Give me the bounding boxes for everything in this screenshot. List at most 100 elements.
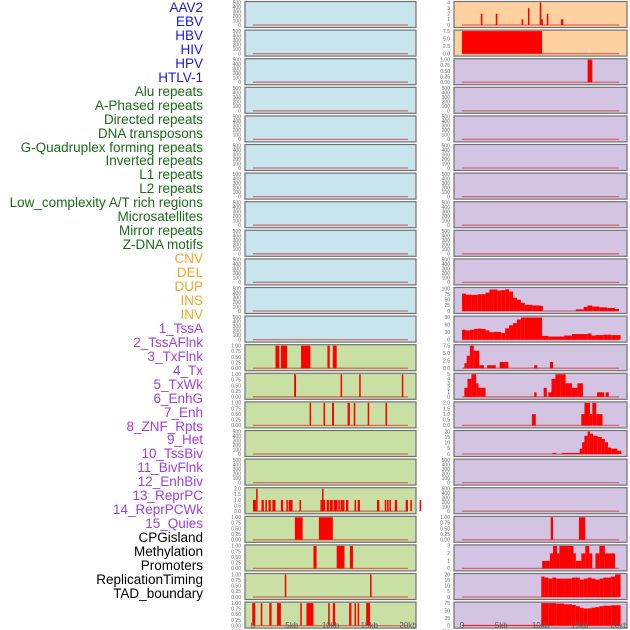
- panel-background: [244, 29, 417, 57]
- panel-background: [453, 143, 628, 172]
- y-tick-label: 500: [233, 229, 242, 235]
- data-bar: [301, 345, 311, 369]
- panel-background: [244, 58, 417, 86]
- data-bar: [589, 433, 594, 454]
- data-bar: [607, 307, 616, 311]
- y-tick-label: 2: [447, 386, 450, 392]
- data-bar: [599, 578, 604, 597]
- data-bar: [550, 517, 554, 540]
- y-tick-label: 200: [233, 300, 242, 306]
- y-tick-label: 200: [442, 157, 451, 163]
- data-bar: [532, 305, 541, 311]
- y-tick-label: 1.00: [231, 344, 241, 350]
- y-tick-label: 1.00: [231, 372, 241, 378]
- data-bar: [544, 577, 549, 597]
- data-bar: [546, 13, 549, 25]
- y-tick-label: 500: [442, 258, 451, 264]
- data-bar: [338, 499, 340, 512]
- y-tick-label: 75: [444, 601, 450, 607]
- data-bar: [615, 574, 621, 597]
- y-tick-label: 25: [444, 303, 450, 309]
- panel-background: [453, 58, 628, 86]
- y-tick-label: 300: [233, 152, 242, 158]
- data-bar: [527, 8, 530, 25]
- data-bar: [465, 294, 472, 311]
- y-tick-label: 200: [233, 214, 242, 220]
- y-tick-label: 300: [442, 181, 451, 187]
- y-tick-label: 500: [442, 201, 451, 207]
- data-bar: [476, 383, 479, 397]
- data-bar: [579, 607, 584, 626]
- y-tick-label: 300: [442, 267, 451, 273]
- data-bar: [611, 605, 621, 626]
- data-bar: [561, 452, 580, 454]
- data-bar: [370, 574, 372, 597]
- y-tick-label: 300: [233, 38, 242, 44]
- y-tick-label: 0.75: [231, 406, 241, 412]
- data-bar: [611, 448, 618, 454]
- y-tick-label: 0: [238, 452, 241, 458]
- y-tick-label: 500: [233, 258, 242, 264]
- track-label: EBV: [175, 13, 203, 29]
- data-bar: [573, 553, 576, 569]
- panel-background: [244, 286, 417, 315]
- y-tick-label: 400: [233, 462, 242, 468]
- data-bar: [591, 335, 596, 340]
- data-bar: [268, 499, 271, 512]
- y-tick-label: 200: [233, 471, 242, 477]
- data-bar: [340, 374, 343, 397]
- y-tick-label: 50: [444, 298, 450, 304]
- data-bar: [552, 452, 557, 454]
- y-tick-label: 100: [442, 190, 451, 196]
- track-label: Low_complexity A/T rich regions: [9, 195, 203, 211]
- track-label: 10_TssBiv: [141, 446, 203, 462]
- y-tick-label: 0.0: [443, 366, 450, 372]
- data-bar: [284, 574, 287, 597]
- data-bar: [575, 560, 582, 569]
- data-bar: [328, 603, 330, 626]
- y-tick-label: 500: [442, 487, 451, 493]
- track-panel-left: 0.00.51.01.52.0: [234, 487, 422, 515]
- data-bar: [539, 2, 542, 25]
- track-label: Mirror repeats: [118, 223, 203, 239]
- y-tick-label: 400: [233, 262, 242, 268]
- y-tick-label: 0: [447, 137, 450, 143]
- y-tick-label: 300: [442, 124, 451, 130]
- y-tick-label: 400: [442, 205, 451, 211]
- y-tick-label: 0: [238, 80, 241, 86]
- panel-background: [453, 487, 628, 515]
- y-tick-label: 0: [238, 280, 241, 286]
- y-tick-label: 300: [233, 9, 242, 15]
- data-bar: [394, 499, 398, 512]
- y-tick-label: 400: [233, 119, 242, 125]
- data-bar: [477, 294, 482, 311]
- y-tick-label: 0.75: [231, 607, 241, 613]
- y-tick-label: 400: [442, 491, 451, 497]
- data-bar: [541, 603, 549, 626]
- y-tick-label: 0: [238, 109, 241, 115]
- data-bar: [560, 19, 564, 25]
- data-bar: [551, 378, 556, 397]
- data-bar: [564, 604, 572, 626]
- y-tick-label: 0: [447, 480, 450, 486]
- data-bar: [313, 545, 317, 569]
- y-tick-label: 300: [442, 238, 451, 244]
- y-tick-label: 3: [447, 6, 450, 12]
- y-tick-label: 0: [447, 452, 450, 458]
- data-bar: [601, 439, 605, 454]
- data-bar: [603, 577, 612, 597]
- data-bar: [387, 499, 389, 512]
- data-bar: [603, 605, 612, 626]
- y-tick-label: 25: [444, 616, 450, 622]
- y-tick-label: 200: [233, 71, 242, 77]
- y-tick-label: 0.0: [443, 423, 450, 429]
- track-label: HBV: [175, 27, 203, 43]
- track-label: CPGisland: [138, 530, 203, 546]
- y-tick-label: 400: [233, 62, 242, 68]
- y-tick-label: 0.00: [440, 538, 450, 544]
- data-bar: [556, 553, 560, 569]
